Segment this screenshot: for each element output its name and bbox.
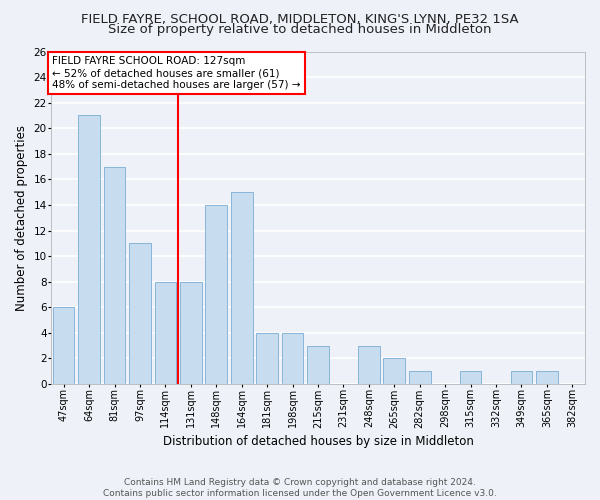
Y-axis label: Number of detached properties: Number of detached properties (15, 125, 28, 311)
Bar (53, 308, 74, 384)
Bar (409, 371, 431, 384)
Bar (79, 116, 100, 384)
Text: Contains HM Land Registry data © Crown copyright and database right 2024.
Contai: Contains HM Land Registry data © Crown c… (103, 478, 497, 498)
Text: FIELD FAYRE, SCHOOL ROAD, MIDDLETON, KING'S LYNN, PE32 1SA: FIELD FAYRE, SCHOOL ROAD, MIDDLETON, KIN… (81, 12, 519, 26)
Bar (282, 333, 304, 384)
Bar (129, 244, 151, 384)
Text: FIELD FAYRE SCHOOL ROAD: 127sqm
← 52% of detached houses are smaller (61)
48% of: FIELD FAYRE SCHOOL ROAD: 127sqm ← 52% of… (52, 56, 301, 90)
Bar (536, 371, 557, 384)
Text: Size of property relative to detached houses in Middleton: Size of property relative to detached ho… (108, 22, 492, 36)
Bar (358, 346, 380, 384)
Bar (511, 371, 532, 384)
Bar (180, 282, 202, 384)
X-axis label: Distribution of detached houses by size in Middleton: Distribution of detached houses by size … (163, 434, 473, 448)
Bar (383, 358, 405, 384)
Bar (231, 192, 253, 384)
Bar (205, 205, 227, 384)
Bar (256, 333, 278, 384)
Bar (155, 282, 176, 384)
Bar (307, 346, 329, 384)
Bar (460, 371, 481, 384)
Bar (104, 166, 125, 384)
